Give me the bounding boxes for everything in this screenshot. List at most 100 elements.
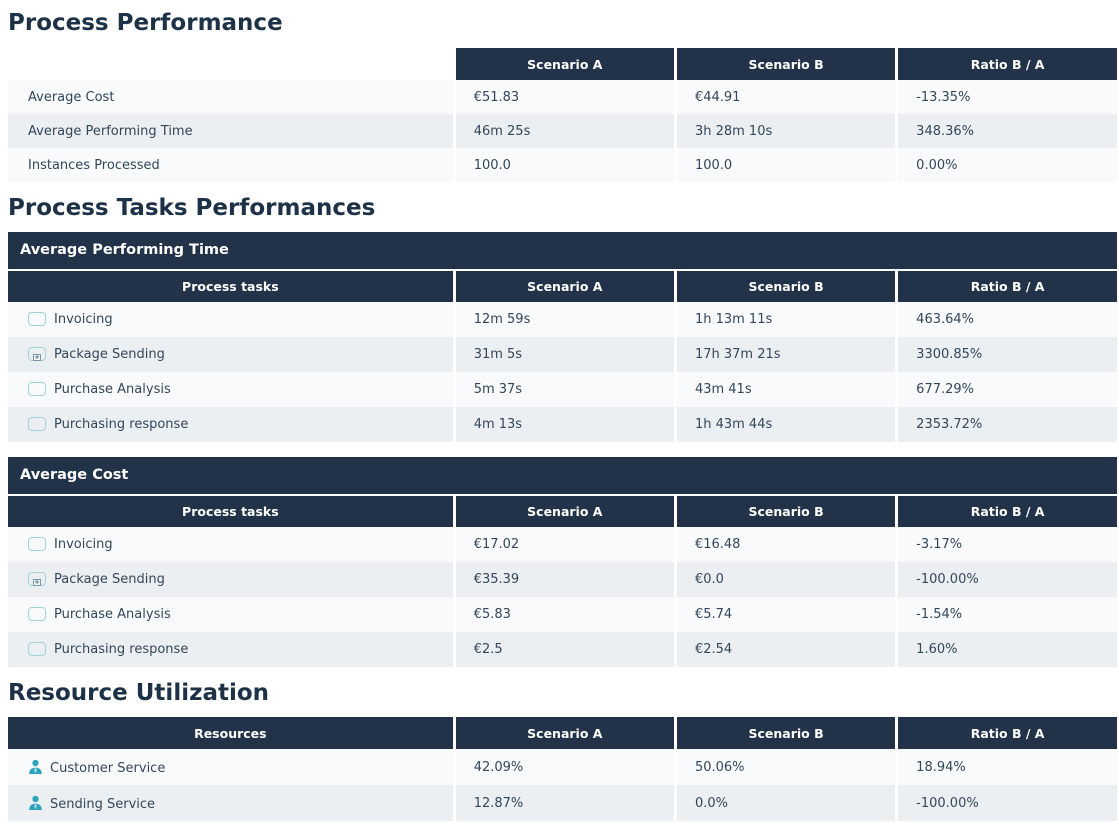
resource-utilization-title: Resource Utilization <box>8 680 270 706</box>
metric-label: Instances Processed <box>8 148 453 182</box>
ratio-value: 2353.72% <box>895 407 1117 442</box>
scenario-b-value: €16.48 <box>673 527 896 562</box>
process-tasks-header: Process tasks <box>8 496 453 527</box>
task-icon <box>28 417 46 431</box>
table-row: + Package Sending 31m 5s 17h 37m 21s 3300… <box>8 337 1117 372</box>
scenario-a-value: €2.5 <box>452 632 674 667</box>
process-tasks-header: Process tasks <box>8 271 453 302</box>
scenario-b-value: 1h 43m 44s <box>673 407 896 442</box>
task-icon <box>28 382 46 396</box>
task-icon <box>28 312 46 326</box>
task-cell: Purchase Analysis <box>8 372 453 407</box>
task-cell: Invoicing <box>8 302 453 337</box>
subprocess-plus-icon: + <box>33 578 41 586</box>
scenario-a-value: 5m 37s <box>452 372 674 407</box>
ratio-header: Ratio B / A <box>895 717 1117 749</box>
ratio-value: -13.35% <box>895 80 1117 114</box>
ratio-value: 0.00% <box>895 148 1117 182</box>
resource-cell: Sending Service <box>8 785 453 821</box>
task-label: Package Sending <box>54 347 165 362</box>
scenario-b-value: 1h 13m 11s <box>673 302 896 337</box>
scenario-a-value: €5.83 <box>452 597 674 632</box>
scenario-b-value: €44.91 <box>673 80 896 114</box>
task-label: Package Sending <box>54 572 165 587</box>
resource-label: Customer Service <box>50 760 166 776</box>
scenario-a-value: 4m 13s <box>452 407 674 442</box>
table-row: Average Performing Time 46m 25s 3h 28m 1… <box>8 114 1117 148</box>
avg-cost-banner: Average Cost <box>8 457 1117 494</box>
scenario-a-value: 42.09% <box>452 749 674 785</box>
scenario-b-value: 0.0% <box>673 785 896 821</box>
table-header-row: Process tasks Scenario A Scenario B Rati… <box>8 271 1117 302</box>
task-cell: Invoicing <box>8 527 453 562</box>
subprocess-icon: + <box>28 347 46 361</box>
task-cell: + Package Sending <box>8 337 453 372</box>
task-cell: Purchasing response <box>8 632 453 667</box>
task-label: Invoicing <box>54 312 113 327</box>
table-row: Sending Service 12.87% 0.0% -100.00% <box>8 785 1117 821</box>
ratio-value: 348.36% <box>895 114 1117 148</box>
task-label: Invoicing <box>54 537 113 552</box>
ratio-header: Ratio B / A <box>895 271 1117 302</box>
scenario-a-header: Scenario A <box>452 496 674 527</box>
ratio-value: -100.00% <box>895 785 1117 821</box>
scenario-a-value: €51.83 <box>452 80 674 114</box>
scenario-b-value: €0.0 <box>673 562 896 597</box>
ratio-value: -3.17% <box>895 527 1117 562</box>
scenario-a-value: 46m 25s <box>452 114 674 148</box>
table-row: Purchasing response €2.5 €2.54 1.60% <box>8 632 1117 667</box>
ratio-value: 677.29% <box>895 372 1117 407</box>
scenario-a-value: €35.39 <box>452 562 674 597</box>
scenario-b-header: Scenario B <box>673 271 896 302</box>
user-icon <box>28 795 43 811</box>
table-row: Purchase Analysis 5m 37s 43m 41s 677.29% <box>8 372 1117 407</box>
scenario-b-header: Scenario B <box>673 48 896 80</box>
blank-header-cell <box>8 48 453 80</box>
resources-header: Resources <box>8 717 453 749</box>
task-icon <box>28 607 46 621</box>
process-performance-table: Scenario A Scenario B Ratio B / A Averag… <box>8 48 1117 182</box>
resource-label: Sending Service <box>50 796 156 812</box>
scenario-b-header: Scenario B <box>673 496 896 527</box>
table-header-row: Resources Scenario A Scenario B Ratio B … <box>8 717 1117 749</box>
task-label: Purchase Analysis <box>54 382 171 397</box>
metric-label: Average Performing Time <box>8 114 453 148</box>
scenario-b-value: €5.74 <box>673 597 896 632</box>
table-header-row: Process tasks Scenario A Scenario B Rati… <box>8 496 1117 527</box>
task-cell: + Package Sending <box>8 562 453 597</box>
task-cell: Purchase Analysis <box>8 597 453 632</box>
table-row: Purchasing response 4m 13s 1h 43m 44s 23… <box>8 407 1117 442</box>
table-row: + Package Sending €35.39 €0.0 -100.00% <box>8 562 1117 597</box>
subprocess-icon: + <box>28 572 46 586</box>
avg-performing-time-banner: Average Performing Time <box>8 232 1117 269</box>
scenario-b-value: 43m 41s <box>673 372 896 407</box>
task-label: Purchasing response <box>54 642 189 657</box>
ratio-header: Ratio B / A <box>895 496 1117 527</box>
ratio-value: 3300.85% <box>895 337 1117 372</box>
ratio-value: 463.64% <box>895 302 1117 337</box>
scenario-b-value: 100.0 <box>673 148 896 182</box>
resource-utilization-table: Resources Scenario A Scenario B Ratio B … <box>8 717 1117 821</box>
ratio-value: -1.54% <box>895 597 1117 632</box>
table-row: Customer Service 42.09% 50.06% 18.94% <box>8 749 1117 785</box>
ratio-value: 1.60% <box>895 632 1117 667</box>
scenario-a-value: €17.02 <box>452 527 674 562</box>
metric-label: Average Cost <box>8 80 453 114</box>
task-cell: Purchasing response <box>8 407 453 442</box>
table-row: Instances Processed 100.0 100.0 0.00% <box>8 148 1117 182</box>
scenario-a-value: 100.0 <box>452 148 674 182</box>
avg-cost-table: Process tasks Scenario A Scenario B Rati… <box>8 496 1117 667</box>
process-tasks-performances-title: Process Tasks Performances <box>8 195 376 221</box>
scenario-a-header: Scenario A <box>452 271 674 302</box>
resource-cell: Customer Service <box>8 749 453 785</box>
table-row: Purchase Analysis €5.83 €5.74 -1.54% <box>8 597 1117 632</box>
avg-cost-table-section: Average Cost Process tasks Scenario A Sc… <box>8 457 1117 667</box>
ratio-value: 18.94% <box>895 749 1117 785</box>
table-row: Average Cost €51.83 €44.91 -13.35% <box>8 80 1117 114</box>
avg-performing-time-table-section: Average Performing Time Process tasks Sc… <box>8 232 1117 442</box>
table-row: Invoicing €17.02 €16.48 -3.17% <box>8 527 1117 562</box>
scenario-a-header: Scenario A <box>452 717 674 749</box>
scenario-a-header: Scenario A <box>452 48 674 80</box>
ratio-value: -100.00% <box>895 562 1117 597</box>
